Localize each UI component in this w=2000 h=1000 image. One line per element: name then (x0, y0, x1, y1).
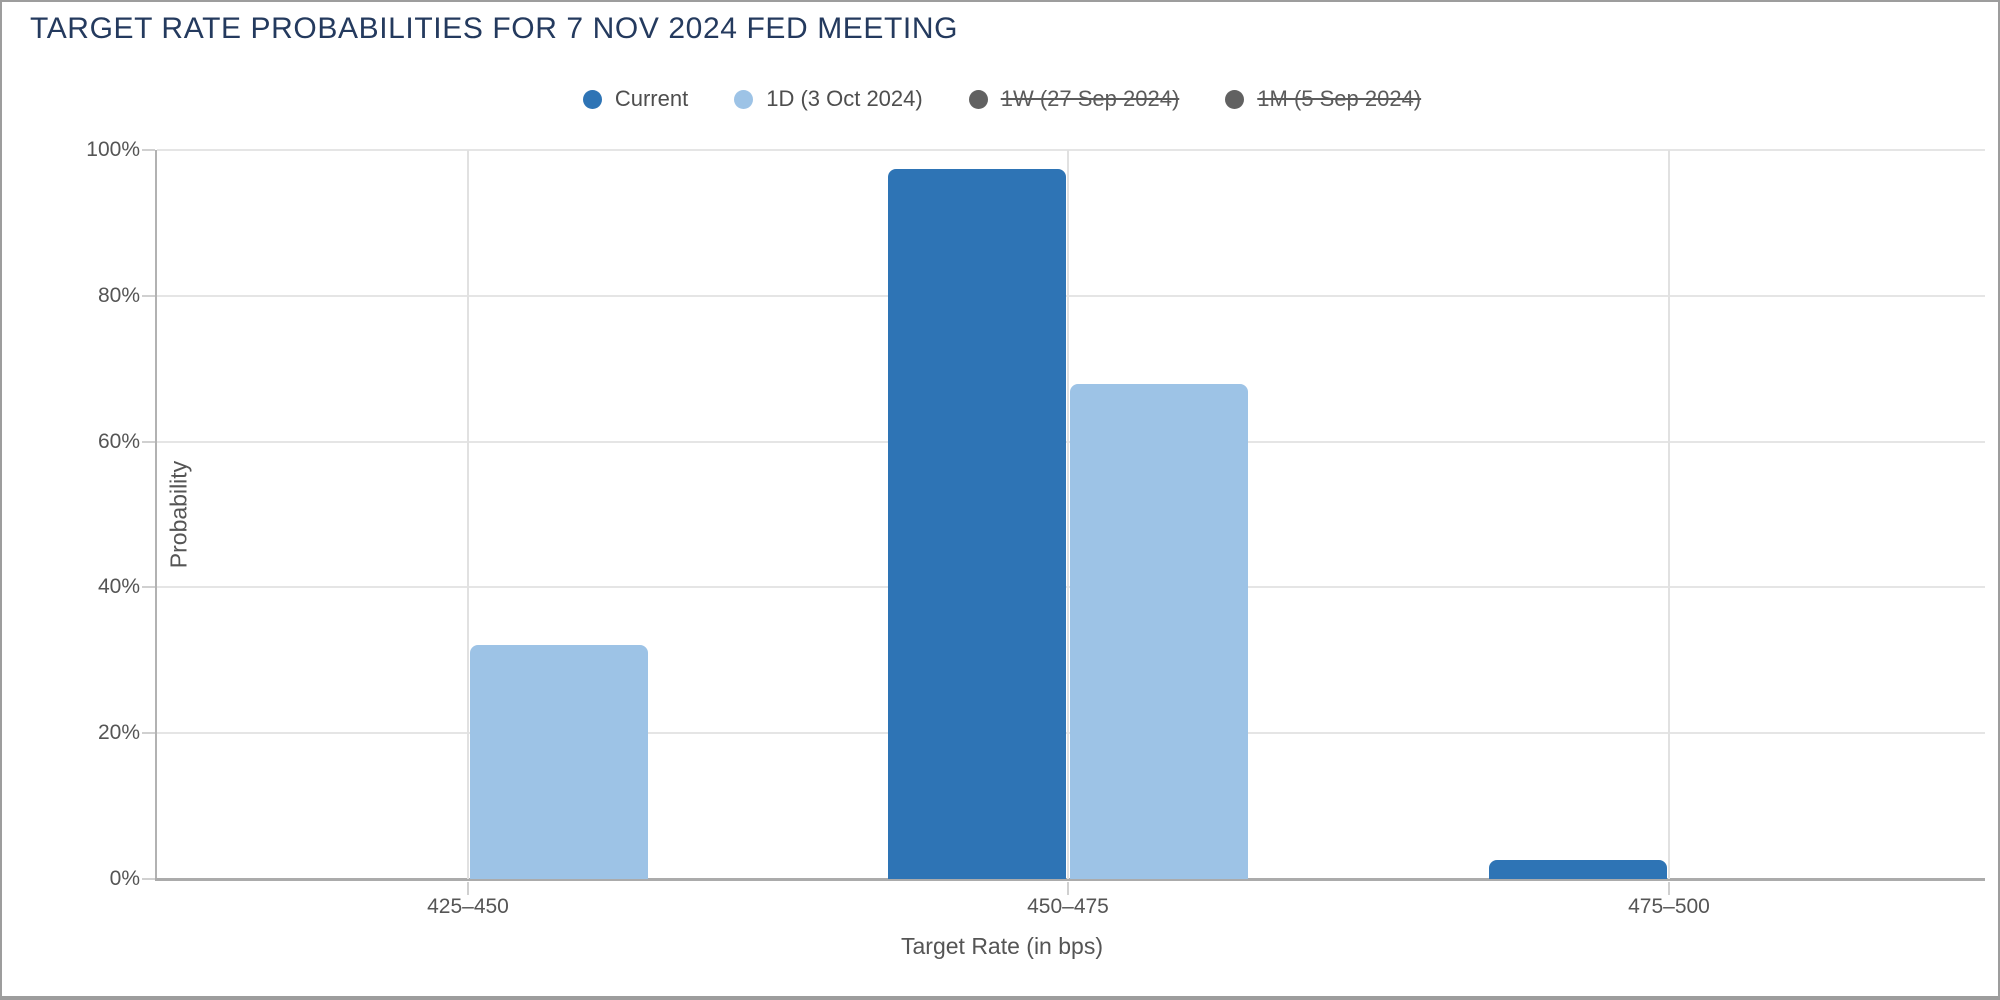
x-tick-label: 475–500 (1628, 895, 1710, 918)
y-tick-label: 40% (97, 575, 140, 599)
legend-item-current[interactable]: Current (582, 86, 689, 112)
legend-item-label: Current (614, 86, 689, 111)
y-tick-label: 20% (97, 721, 140, 745)
y-axis-tick (142, 586, 155, 589)
x-axis-tick (467, 882, 469, 895)
x-axis-title: Target Rate (in bps) (901, 933, 1103, 959)
y-axis-tick (142, 732, 155, 735)
bar-current-450-475[interactable] (888, 169, 1066, 879)
y-axis-tick (142, 878, 155, 880)
plot-area: Probability 0% 20% 40% 60% 80% 100% (86, 138, 1985, 895)
legend-item-1d[interactable]: 1D (3 Oct 2024) (734, 86, 923, 112)
y-axis-line (155, 150, 157, 879)
y-tick-label: 100% (86, 138, 140, 161)
y-axis-title: Probability (165, 460, 192, 568)
legend-dot-icon (1225, 89, 1245, 109)
bar-1d-450-475[interactable] (1070, 384, 1248, 879)
legend-dot-icon (582, 89, 602, 109)
chart-title: TARGET RATE PROBABILITIES FOR 7 NOV 2024… (30, 12, 959, 45)
legend-item-label: 1M (5 Sep 2024) (1257, 86, 1422, 111)
x-axis-line (155, 878, 1985, 881)
x-tick-label: 450–475 (1027, 895, 1109, 918)
y-tick-label: 80% (97, 283, 140, 307)
vertical-gridline (1067, 150, 1069, 879)
x-axis-tick (1668, 882, 1670, 895)
legend-item-label: 1W (27 Sep 2024) (1000, 86, 1180, 111)
bar-1d-425-450[interactable] (470, 645, 648, 879)
x-axis-tick (1067, 882, 1069, 895)
y-axis-tick (142, 294, 155, 297)
y-axis-tick (142, 149, 155, 151)
x-tick-label: 425–450 (427, 895, 509, 918)
y-tick-label: 0% (109, 867, 140, 890)
horizontal-gridline (157, 149, 1985, 151)
chart-legend: Current 1D (3 Oct 2024) 1W (27 Sep 2024) 1M… (2, 86, 1998, 112)
y-axis-tick (142, 440, 155, 443)
bar-current-475-500[interactable] (1489, 860, 1667, 879)
vertical-gridline (1668, 150, 1670, 879)
legend-dot-icon (734, 89, 754, 109)
vertical-gridline (467, 150, 469, 879)
legend-item-label: 1D (3 Oct 2024) (766, 86, 923, 111)
legend-item-1m[interactable]: 1M (5 Sep 2024) (1225, 86, 1421, 112)
horizontal-gridline (157, 294, 1985, 297)
y-tick-label: 60% (97, 429, 140, 453)
legend-item-1w[interactable]: 1W (27 Sep 2024) (968, 86, 1180, 112)
legend-dot-icon (968, 89, 988, 109)
